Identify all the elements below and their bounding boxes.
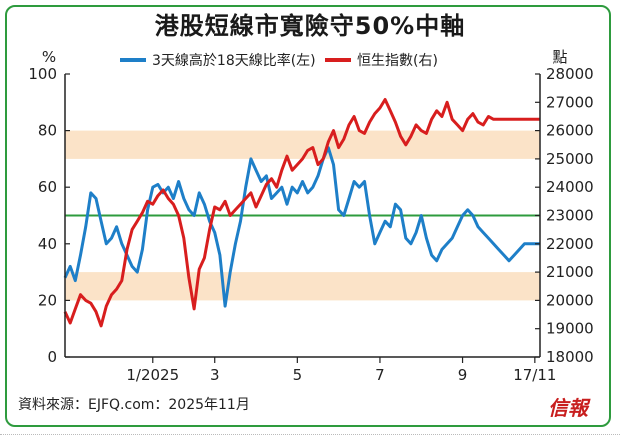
- left-tick-label: 40: [38, 235, 57, 253]
- x-tick-label: 1/2025: [126, 366, 179, 384]
- right-tick-label: 26000: [546, 122, 594, 140]
- chart-title: 港股短線市寬險守50%中軸: [154, 12, 466, 40]
- right-tick-label: 25000: [546, 150, 594, 168]
- left-tick-label: 60: [38, 178, 57, 196]
- x-tick-label: 3: [210, 366, 220, 384]
- right-tick-label: 22000: [546, 235, 594, 253]
- breadth-series-line: [63, 146, 540, 308]
- hsi-series-line: [63, 98, 540, 328]
- right-tick-label: 18000: [546, 348, 594, 366]
- shaded-band-0: [65, 272, 540, 301]
- left-tick-label: 0: [47, 348, 57, 366]
- series-lines: [63, 98, 540, 328]
- left-axis-unit: %: [42, 48, 56, 66]
- right-tick-label: 19000: [546, 320, 594, 338]
- right-tick-label: 20000: [546, 291, 594, 309]
- publisher-logo: 信報: [548, 396, 588, 420]
- x-tick-label: 17/11: [513, 366, 556, 384]
- shaded-bands: [65, 130, 540, 301]
- x-tick-label: 5: [293, 366, 303, 384]
- right-tick-label: 21000: [546, 263, 594, 281]
- bottom-divider: [0, 434, 620, 435]
- source-note: 資料來源：EJFQ.com：2025年11月: [18, 397, 250, 413]
- left-tick-label: 80: [38, 122, 57, 140]
- left-tick-label: 100: [28, 65, 57, 83]
- shaded-band-1: [65, 130, 540, 159]
- right-tick-label: 23000: [546, 207, 594, 225]
- right-tick-label: 27000: [546, 93, 594, 111]
- right-tick-label: 28000: [546, 65, 594, 83]
- left-tick-label: 20: [38, 291, 57, 309]
- axes: 0 20 40 60 80 100% 18000 19000 20000 21000 22000 23…: [28, 48, 593, 384]
- x-tick-label: 7: [375, 366, 385, 384]
- legend-label-breadth: 3天線高於18天線比率(左): [152, 52, 316, 69]
- legend: 3天線高於18天線比率(左) 恒生指數(右): [120, 52, 438, 69]
- right-axis-unit: 點: [552, 48, 567, 66]
- right-tick-label: 24000: [546, 178, 594, 196]
- legend-label-hsi: 恒生指數(右): [357, 53, 438, 69]
- x-tick-label: 9: [458, 366, 468, 384]
